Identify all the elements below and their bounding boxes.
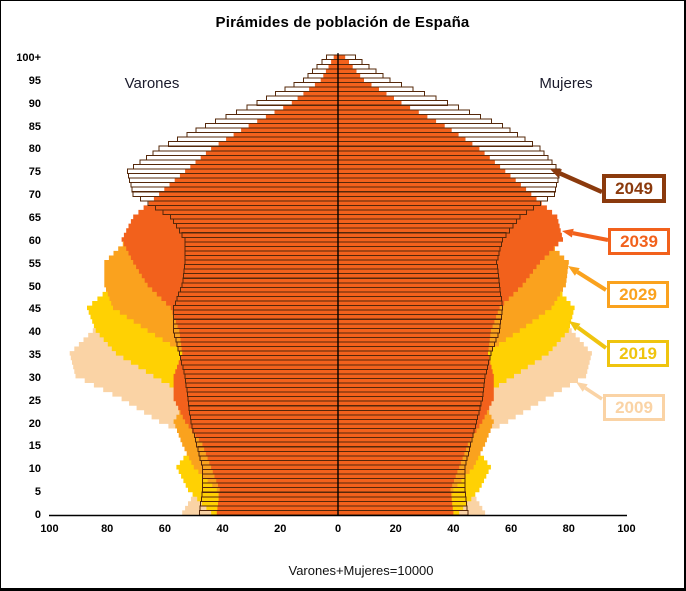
value-tick-label: 20 <box>389 523 402 535</box>
age-tick-label: 75 <box>28 166 41 179</box>
legend-arrow-shaft <box>572 231 609 242</box>
value-tick-label: 100 <box>617 523 636 535</box>
male-side-label: Varones <box>124 75 180 92</box>
age-tick-label: 35 <box>28 349 41 362</box>
chart-title: Pirámides de población de España <box>215 14 470 31</box>
value-tick-label: 20 <box>274 523 287 535</box>
age-tick-label: 65 <box>28 211 41 224</box>
legend-year-label: 2009 <box>615 398 653 417</box>
legend-item-2009: 2009 <box>603 394 665 421</box>
age-tick-label: 25 <box>28 394 41 407</box>
legend-arrow-head <box>550 169 562 178</box>
axis-unit-label: Varones+Mujeres=10000 <box>288 563 434 578</box>
legend-arrow-shaft <box>576 325 608 350</box>
age-tick-label: 50 <box>28 280 41 293</box>
age-tick-label: 40 <box>28 326 41 339</box>
legend-item-2029: 2029 <box>607 281 669 308</box>
legend-year-label: 2019 <box>619 344 657 363</box>
legend-arrow-head <box>562 228 574 238</box>
age-tick-label: 0 <box>34 509 41 521</box>
value-tick-label: 100 <box>40 523 59 535</box>
legend-arrow-shaft <box>584 386 603 401</box>
legend-item-2019: 2019 <box>607 340 669 367</box>
legend-item-2039: 2039 <box>608 228 670 255</box>
legend-year-label: 2039 <box>620 232 658 251</box>
age-tick-label: 100+ <box>16 52 41 64</box>
value-tick-label: 40 <box>447 523 460 535</box>
age-tick-label: 30 <box>28 371 41 384</box>
legend-arrow-head <box>568 266 580 276</box>
series-2039-male <box>121 55 338 515</box>
age-tick-label: 20 <box>28 417 41 430</box>
age-tick-label: 60 <box>28 234 41 247</box>
age-tick-label: 80 <box>28 143 41 156</box>
legend-arrow-head <box>576 382 588 392</box>
legend-arrow-shaft <box>559 171 603 195</box>
value-tick-label: 0 <box>334 523 342 535</box>
legend-item-2049: 2049 <box>602 174 666 203</box>
legend-year-label: 2029 <box>619 285 657 304</box>
value-tick-label: 60 <box>504 523 518 535</box>
age-tick-label: 5 <box>34 486 41 499</box>
value-tick-label: 40 <box>216 523 229 535</box>
value-tick-label: 80 <box>562 523 575 535</box>
legend-year-label: 2049 <box>615 179 653 198</box>
value-tick-label: 80 <box>101 523 114 535</box>
age-tick-label: 45 <box>28 303 41 316</box>
series-2039-female <box>338 55 563 515</box>
age-tick-label: 10 <box>28 463 41 476</box>
female-side-label: Mujeres <box>539 75 593 92</box>
age-tick-label: 95 <box>28 74 41 87</box>
age-tick-label: 15 <box>28 440 41 453</box>
age-tick-label: 70 <box>28 189 41 202</box>
legend-arrow-head <box>569 321 581 332</box>
value-tick-label: 60 <box>158 523 172 535</box>
legend-arrow-shaft <box>576 270 608 292</box>
age-tick-label: 55 <box>28 257 41 270</box>
age-tick-label: 90 <box>28 97 41 110</box>
legend-arrows <box>550 169 609 401</box>
age-tick-label: 85 <box>28 120 41 133</box>
